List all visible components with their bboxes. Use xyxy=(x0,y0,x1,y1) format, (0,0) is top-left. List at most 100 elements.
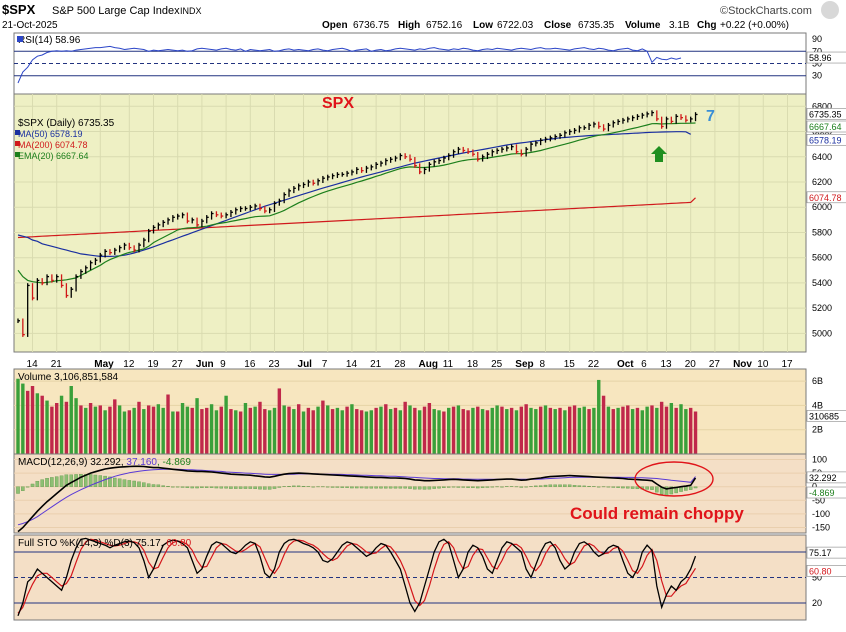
volume-bar xyxy=(239,412,242,455)
macd-histogram-bar xyxy=(16,487,19,494)
macd-histogram-bar xyxy=(200,487,203,488)
volume-bar xyxy=(394,408,397,454)
price-tick-label: 5600 xyxy=(812,253,832,263)
volume-bar xyxy=(181,403,184,454)
x-tick-label: 14 xyxy=(27,359,39,370)
volume-bar xyxy=(268,410,271,454)
macd-histogram-bar xyxy=(312,487,315,488)
volume-bar xyxy=(200,409,203,454)
x-tick-label: 27 xyxy=(709,359,721,370)
volume-bar xyxy=(583,407,586,454)
volume-bar xyxy=(607,407,610,454)
price-tick-label: 6000 xyxy=(812,202,832,212)
volume-bar xyxy=(113,399,116,454)
volume-bar xyxy=(684,409,687,454)
volume-bar xyxy=(99,405,102,454)
volume-bar xyxy=(31,386,34,454)
macd-tick-label: -150 xyxy=(812,523,830,533)
macd-histogram-bar xyxy=(394,487,397,489)
volume-bar xyxy=(161,408,164,454)
macd-histogram-bar xyxy=(534,486,537,487)
low-label: Low xyxy=(473,20,493,31)
volume-bar xyxy=(287,407,290,454)
volume-bar xyxy=(70,386,73,454)
macd-histogram-bar xyxy=(694,487,697,488)
brand-logo: ©StockCharts.com xyxy=(720,5,812,17)
volume-bar xyxy=(374,408,377,454)
macd-histogram-bar xyxy=(205,487,208,488)
volume-bar xyxy=(534,409,537,454)
macd-histogram-bar xyxy=(302,486,305,487)
macd-tick-label: 100 xyxy=(812,454,827,464)
macd-histogram-bar xyxy=(491,487,494,488)
volume-bar xyxy=(108,407,111,454)
volume-bar xyxy=(408,405,411,454)
volume-bar xyxy=(26,391,29,454)
x-tick-label: 28 xyxy=(394,359,406,370)
macd-histogram-bar xyxy=(650,487,653,490)
macd-histogram-bar xyxy=(104,476,107,487)
macd-histogram-bar xyxy=(476,487,479,488)
volume-bar xyxy=(36,393,39,454)
x-tick-label: May xyxy=(94,359,114,370)
volume-bar xyxy=(171,412,174,455)
volume-bar xyxy=(650,405,653,454)
x-tick-label: 14 xyxy=(346,359,358,370)
x-tick-label: 23 xyxy=(268,359,280,370)
volume-bar xyxy=(510,408,513,454)
macd-histogram-bar xyxy=(442,487,445,488)
volume-bar xyxy=(336,408,339,454)
volume-bar xyxy=(142,409,145,454)
macd-histogram-bar xyxy=(684,487,687,491)
volume-bar xyxy=(89,403,92,454)
volume-bar xyxy=(297,404,300,454)
macd-histogram-bar xyxy=(549,485,552,487)
price-legend-ema20: EMA(20) 6667.64 xyxy=(18,151,89,161)
volume-bar xyxy=(65,402,68,454)
menu-circle-icon[interactable] xyxy=(821,1,839,19)
macd-histogram-bar xyxy=(118,479,121,487)
close-label: Close xyxy=(544,20,572,31)
x-tick-label: Jul xyxy=(298,359,313,370)
high-value: 6752.16 xyxy=(426,20,463,31)
x-tick-label: Nov xyxy=(733,359,752,370)
macd-histogram-bar xyxy=(133,481,136,487)
volume-bar xyxy=(505,409,508,454)
volume-bar xyxy=(403,402,406,454)
volume-bar xyxy=(462,409,465,454)
rsi-legend-swatch xyxy=(17,36,23,42)
volume-bar xyxy=(491,408,494,454)
macd-histogram-bar xyxy=(360,487,363,488)
x-tick-label: 12 xyxy=(123,359,135,370)
info-bar: Open 6736.75 High 6752.16 Low 6722.03 Cl… xyxy=(322,20,789,31)
volume-bar xyxy=(152,407,155,454)
volume-bar xyxy=(679,404,682,454)
volume-bar xyxy=(457,405,460,454)
macd-histogram-bar xyxy=(621,487,624,488)
macd-histogram-bar xyxy=(568,485,571,487)
volume-bar xyxy=(428,403,431,454)
price-legend-spx: $SPX (Daily) 6735.35 xyxy=(18,118,115,129)
volume-bar xyxy=(326,405,329,454)
header-icons[interactable] xyxy=(821,1,839,19)
volume-bar xyxy=(316,407,319,454)
macd-histogram-bar xyxy=(544,485,547,487)
volume-bar xyxy=(45,401,48,454)
price-tag-ma50: 6578.19 xyxy=(809,135,842,145)
macd-histogram-bar xyxy=(70,475,73,487)
volume-bar xyxy=(79,405,82,454)
volume-bar xyxy=(16,379,19,454)
macd-histogram-bar xyxy=(558,485,561,487)
macd-histogram-bar xyxy=(215,487,218,488)
volume-bar xyxy=(549,408,552,454)
price-tick-label: 5000 xyxy=(812,328,832,338)
macd-histogram-bar xyxy=(607,487,610,488)
macd-histogram-bar xyxy=(466,487,469,488)
macd-histogram-bar xyxy=(297,486,300,487)
volume-bar xyxy=(355,409,358,454)
volume-tick-label: 2B xyxy=(812,425,823,435)
volume-bar xyxy=(365,412,368,455)
macd-histogram-bar xyxy=(142,483,145,487)
macd-histogram-bar xyxy=(646,487,649,490)
volume-bar xyxy=(573,405,576,454)
